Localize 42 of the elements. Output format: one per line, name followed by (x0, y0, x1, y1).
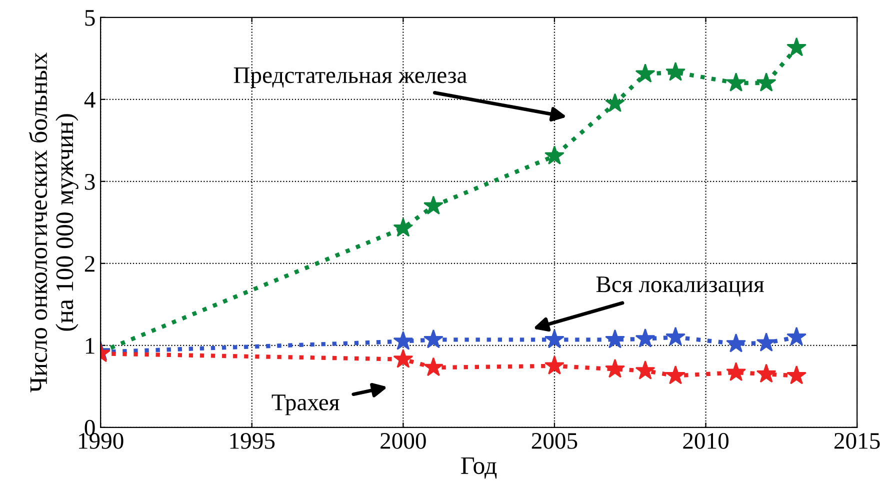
annotation: Трахея (272, 394, 340, 416)
annotation: Вся локализация (596, 276, 764, 297)
point (726, 333, 746, 352)
y-axis-title: Число онкологических больных (на 100 000 мужчин) (28, 52, 78, 392)
point (544, 329, 564, 348)
point (423, 329, 444, 348)
annotation: Предстательная железа (234, 67, 467, 88)
x-tick-label: 2015 (834, 432, 880, 449)
point (726, 362, 746, 382)
point (605, 93, 625, 112)
x-tick-label: 2005 (532, 432, 578, 449)
y-tick-label: 3 (85, 174, 95, 190)
point (605, 358, 625, 378)
y-tick-label: 5 (85, 10, 95, 26)
point (393, 330, 414, 350)
point (786, 326, 806, 346)
x-tick-label: 2000 (380, 432, 426, 449)
point (423, 357, 444, 376)
point (786, 365, 806, 384)
point (726, 72, 746, 92)
y-tick-label: 2 (84, 256, 94, 272)
point (393, 218, 414, 237)
point (635, 360, 656, 380)
point (666, 365, 686, 384)
point (605, 329, 625, 348)
point (423, 196, 444, 215)
x-tick-label: 2010 (683, 432, 728, 449)
x-axis-title: Год (461, 457, 497, 479)
x-tick-label: 1995 (230, 433, 275, 449)
y-tick-label: 1 (86, 338, 94, 354)
point (756, 332, 776, 352)
point (756, 364, 776, 383)
point (756, 72, 776, 92)
y-tick-label: 4 (84, 92, 96, 108)
point (666, 62, 686, 81)
point (393, 348, 414, 368)
point (544, 356, 564, 374)
point (544, 146, 564, 165)
point (635, 64, 656, 83)
point (786, 37, 806, 56)
point (666, 326, 686, 346)
point (635, 328, 656, 348)
